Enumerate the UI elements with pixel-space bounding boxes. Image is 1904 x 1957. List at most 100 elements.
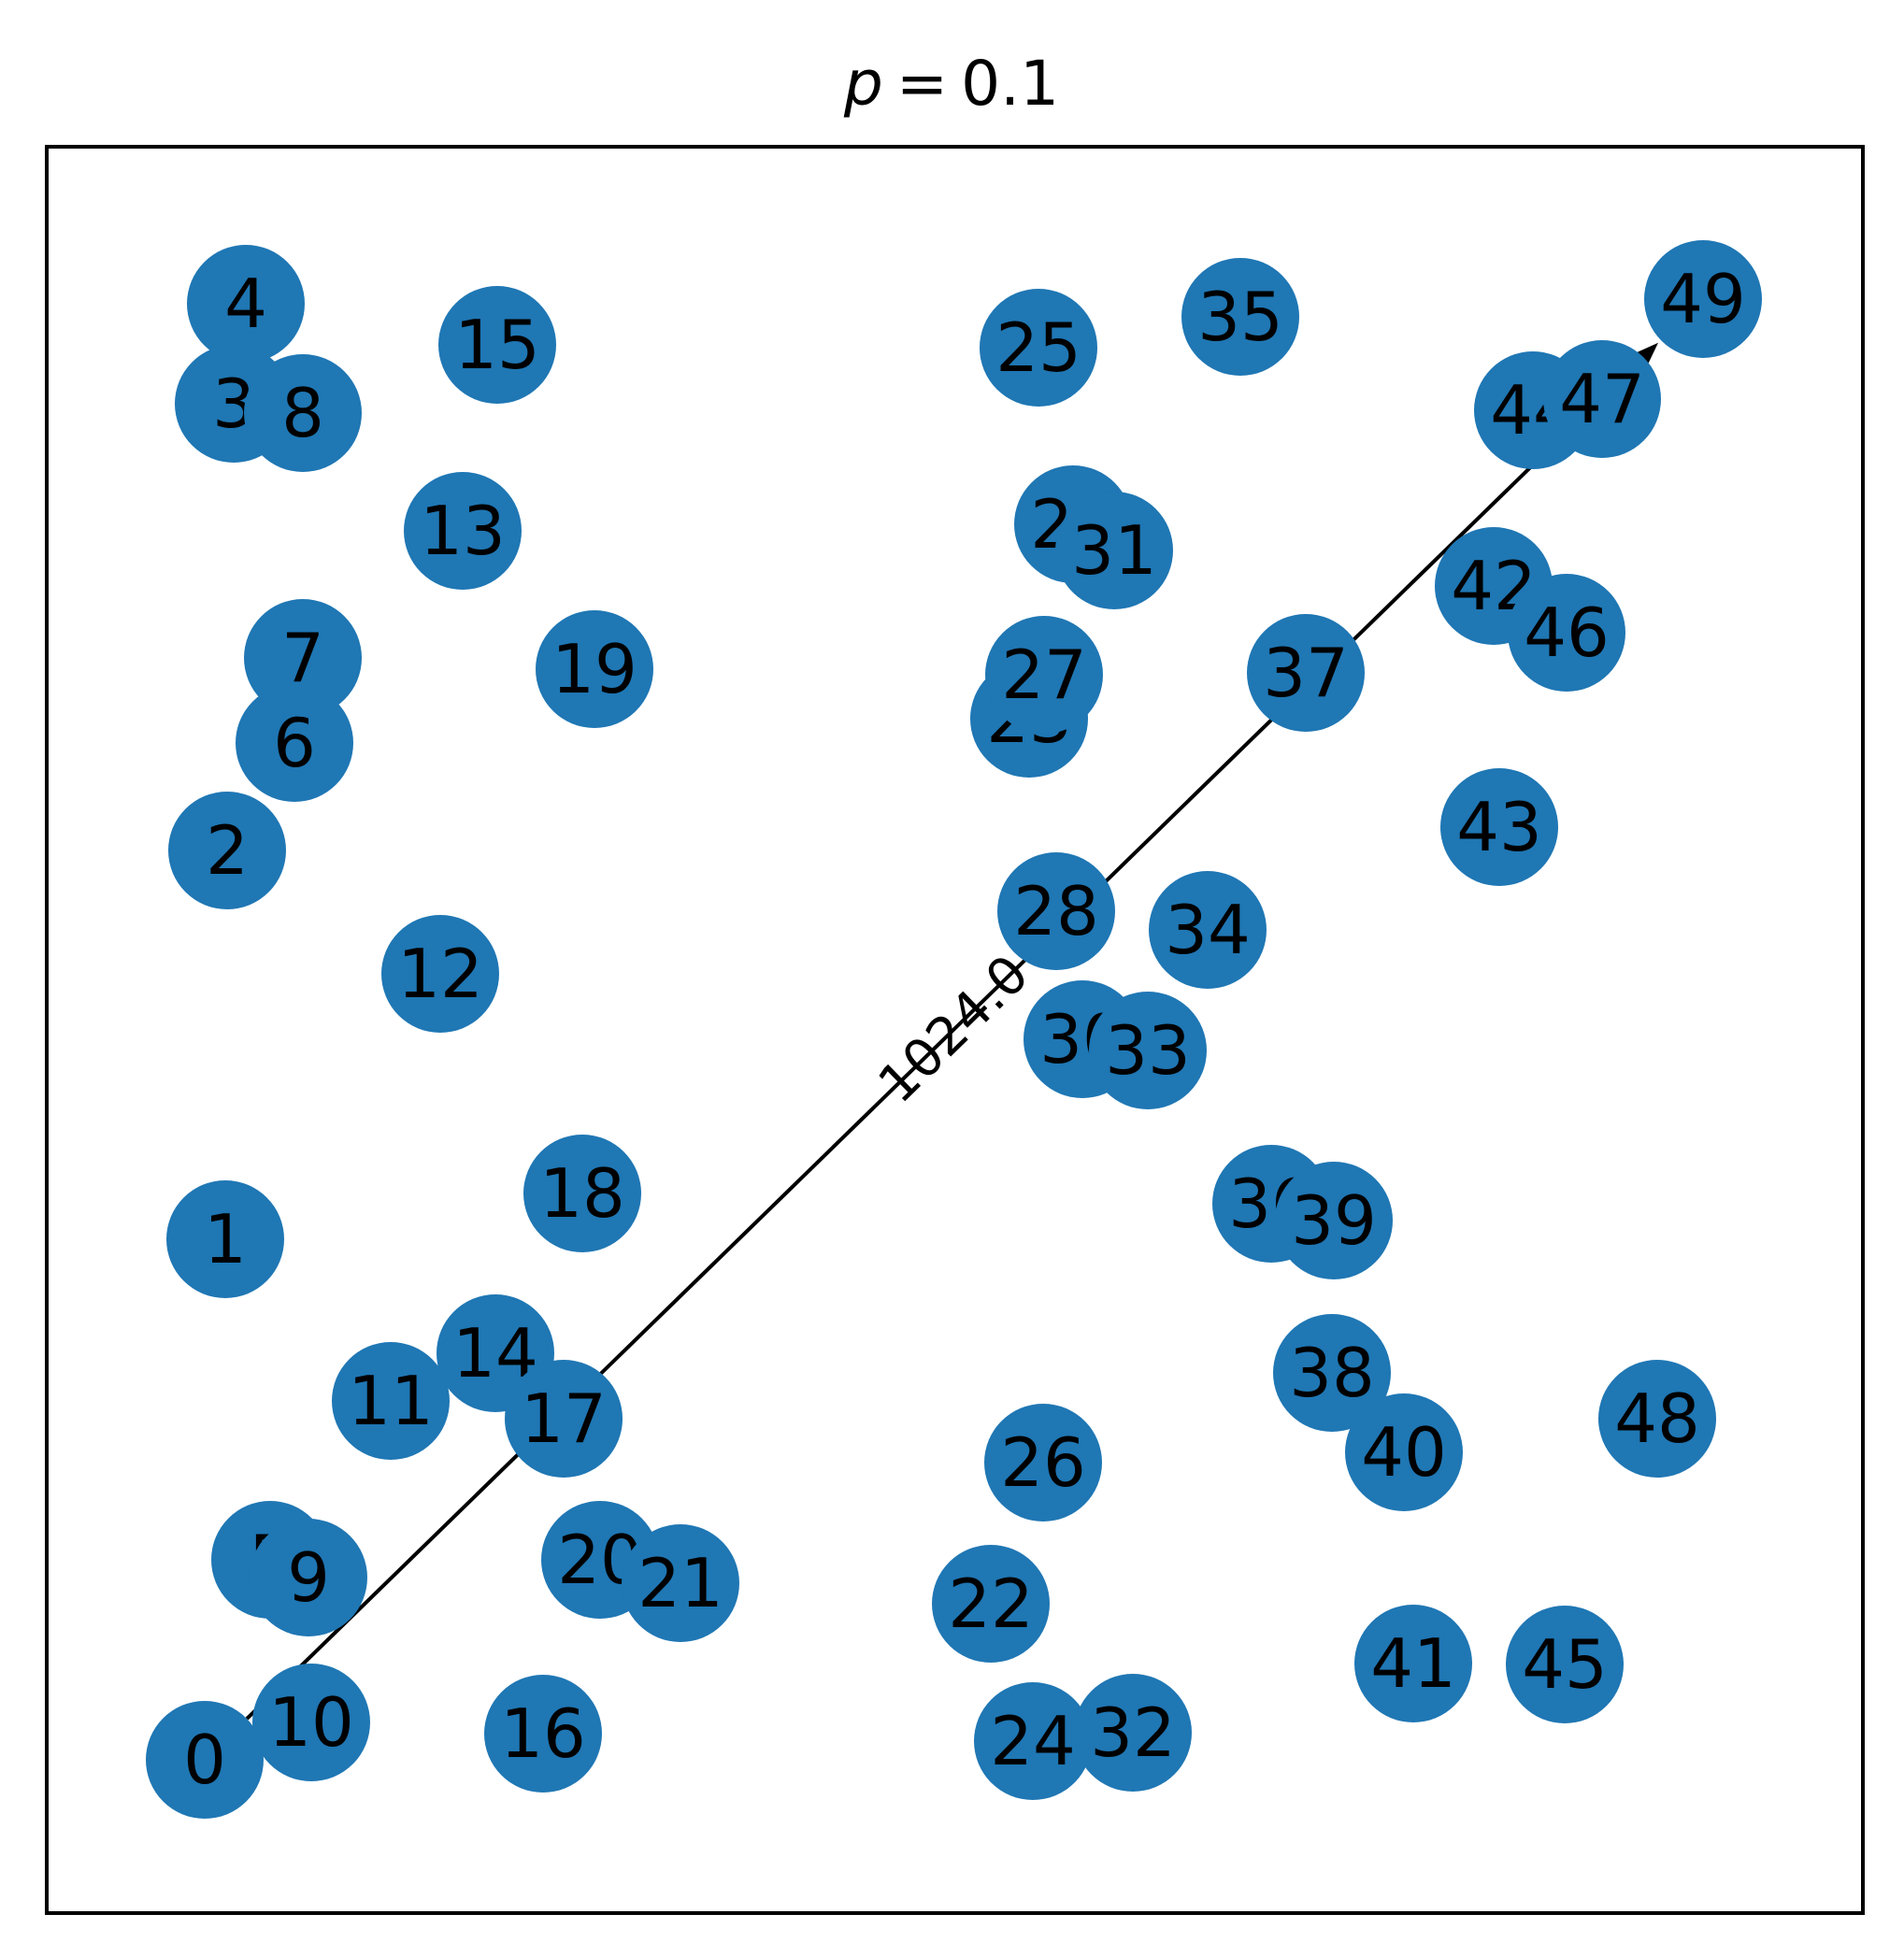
node-1: 1	[166, 1180, 284, 1298]
node-label-37: 37	[1263, 634, 1349, 712]
node-circle-0	[146, 1701, 264, 1819]
node-label-32: 32	[1090, 1693, 1176, 1772]
node-label-1: 1	[204, 1200, 247, 1278]
node-label-45: 45	[1522, 1625, 1608, 1704]
node-label-19: 19	[551, 630, 637, 708]
node-label-7: 7	[281, 619, 324, 697]
node-26: 26	[984, 1404, 1102, 1521]
node-38: 38	[1273, 1314, 1391, 1432]
node-11: 11	[332, 1342, 450, 1460]
node-43: 43	[1440, 768, 1558, 886]
node-41: 41	[1354, 1605, 1472, 1722]
title-variable: p	[843, 48, 883, 120]
node-label-35: 35	[1197, 278, 1283, 356]
node-label-33: 33	[1105, 1011, 1191, 1090]
title-equals: =	[896, 48, 948, 120]
node-label-2: 2	[206, 811, 249, 890]
node-circle-16	[484, 1675, 602, 1793]
node-circle-9	[250, 1519, 367, 1636]
node-31: 31	[1055, 492, 1173, 609]
node-33: 33	[1089, 992, 1207, 1109]
node-label-41: 41	[1370, 1624, 1456, 1703]
node-35: 35	[1181, 258, 1299, 376]
node-circle-27	[985, 616, 1103, 734]
node-label-6: 6	[273, 704, 316, 782]
node-label-27: 27	[1001, 636, 1087, 714]
node-circle-4	[187, 245, 305, 363]
node-circle-6	[236, 684, 353, 802]
node-label-49: 49	[1660, 260, 1746, 338]
node-circle-25	[980, 289, 1097, 407]
node-label-28: 28	[1013, 872, 1099, 950]
node-circle-47	[1543, 340, 1661, 458]
node-circle-11	[332, 1342, 450, 1460]
node-18: 18	[523, 1135, 641, 1252]
node-label-10: 10	[268, 1683, 354, 1762]
node-label-39: 39	[1291, 1181, 1377, 1260]
node-circle-46	[1508, 574, 1625, 692]
node-circle-32	[1074, 1674, 1192, 1792]
node-circle-17	[505, 1360, 623, 1478]
node-32: 32	[1074, 1674, 1192, 1792]
node-circle-40	[1345, 1393, 1463, 1511]
node-10: 10	[252, 1664, 370, 1781]
node-circle-10	[252, 1664, 370, 1781]
node-circle-21	[622, 1524, 739, 1642]
plot-frame	[45, 145, 1865, 1915]
node-13: 13	[404, 472, 522, 590]
node-24: 24	[974, 1682, 1092, 1800]
node-label-11: 11	[348, 1362, 434, 1440]
node-label-8: 8	[281, 374, 324, 452]
node-8: 8	[244, 354, 362, 472]
node-label-48: 48	[1614, 1379, 1700, 1458]
node-circle-24	[974, 1682, 1092, 1800]
node-label-0: 0	[183, 1721, 226, 1799]
node-21: 21	[622, 1524, 739, 1642]
node-circle-28	[997, 852, 1115, 970]
node-circle-8	[244, 354, 362, 472]
node-46: 46	[1508, 574, 1625, 692]
node-39: 39	[1275, 1162, 1393, 1279]
node-6: 6	[236, 684, 353, 802]
node-49: 49	[1644, 240, 1762, 358]
node-label-13: 13	[420, 492, 506, 570]
node-circle-48	[1598, 1360, 1716, 1478]
node-circle-35	[1181, 258, 1299, 376]
node-47: 47	[1543, 340, 1661, 458]
node-label-17: 17	[521, 1379, 607, 1458]
node-circle-19	[536, 610, 653, 728]
node-label-21: 21	[637, 1544, 723, 1622]
node-circle-33	[1089, 992, 1207, 1109]
node-27: 27	[985, 616, 1103, 734]
node-circle-7	[244, 599, 362, 717]
node-45: 45	[1506, 1606, 1624, 1723]
node-circle-34	[1149, 871, 1267, 989]
node-label-38: 38	[1289, 1334, 1375, 1412]
node-label-46: 46	[1524, 593, 1610, 672]
node-label-26: 26	[1000, 1423, 1086, 1502]
node-label-18: 18	[539, 1154, 625, 1233]
node-circle-38	[1273, 1314, 1391, 1432]
node-circle-15	[438, 286, 556, 404]
node-label-9: 9	[287, 1538, 330, 1617]
node-circle-13	[404, 472, 522, 590]
title-value: 0.1	[961, 48, 1059, 120]
node-22: 22	[932, 1545, 1050, 1663]
node-37: 37	[1247, 614, 1365, 732]
edge-0-49	[245, 361, 1639, 1721]
edges-layer	[245, 342, 1659, 1721]
node-label-4: 4	[224, 264, 267, 343]
node-circle-39	[1275, 1162, 1393, 1279]
node-label-31: 31	[1071, 511, 1157, 590]
node-label-15: 15	[454, 306, 540, 384]
node-16: 16	[484, 1675, 602, 1793]
node-4: 4	[187, 245, 305, 363]
node-circle-18	[523, 1135, 641, 1252]
node-circle-26	[984, 1404, 1102, 1521]
node-15: 15	[438, 286, 556, 404]
node-19: 19	[536, 610, 653, 728]
node-28: 28	[997, 852, 1115, 970]
node-circle-49	[1644, 240, 1762, 358]
node-label-40: 40	[1361, 1413, 1447, 1492]
edge-arrowhead-0-49	[1630, 342, 1659, 370]
